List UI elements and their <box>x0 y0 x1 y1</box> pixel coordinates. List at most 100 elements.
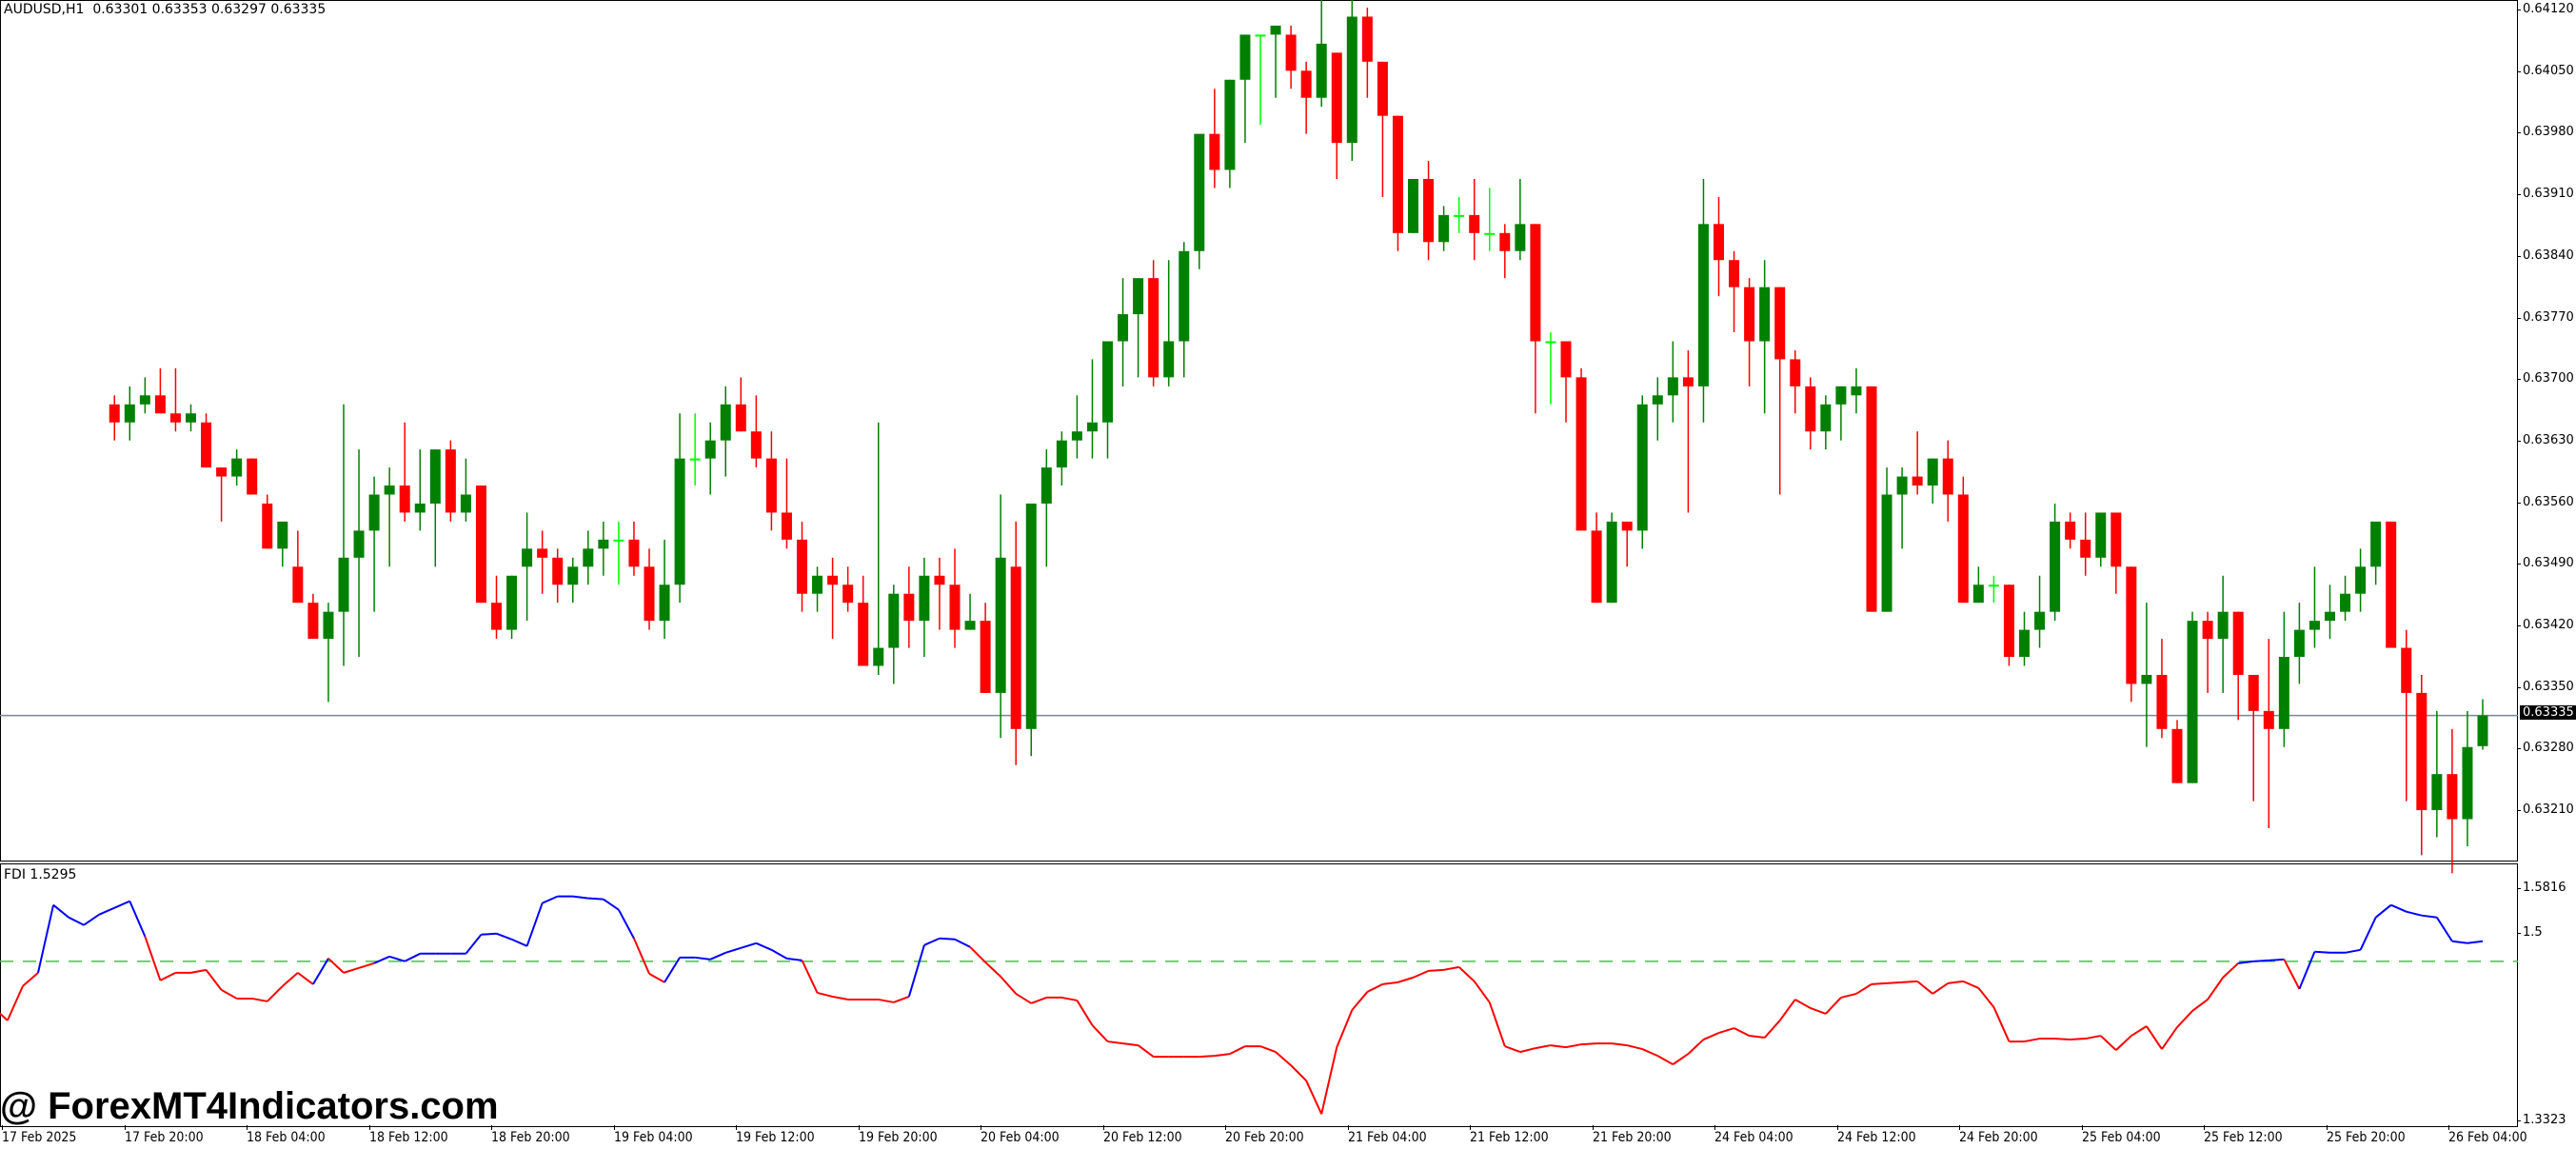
fdi-line-segment <box>1015 993 1032 1004</box>
candlestick <box>704 422 716 495</box>
fdi-line-segment <box>618 909 635 940</box>
candlestick <box>2293 603 2305 684</box>
candlestick <box>1163 260 1175 386</box>
candlestick <box>1086 359 1098 459</box>
fdi-line-segment <box>1840 992 1857 999</box>
fdi-line-segment <box>22 972 39 987</box>
candlestick <box>2003 584 2014 666</box>
candlestick <box>1408 178 1418 233</box>
fdi-line-segment <box>1199 1055 1215 1059</box>
fdi-line-segment <box>1397 976 1414 983</box>
chart-canvas <box>0 0 2518 1115</box>
fdi-line-segment <box>496 932 512 941</box>
candlestick <box>2034 575 2046 648</box>
candlestick <box>1927 458 1938 504</box>
fdi-line-segment <box>343 966 360 974</box>
candlestick <box>1636 395 1648 549</box>
candlestick <box>628 521 640 576</box>
fdi-line-segment <box>1734 1027 1751 1037</box>
fdi-line-segment <box>801 960 819 994</box>
candlestick <box>491 575 502 640</box>
candlestick <box>353 449 365 658</box>
fdi-line-segment <box>1107 1040 1123 1045</box>
fdi-line-segment <box>1641 1048 1658 1058</box>
fdi-line-segment <box>1948 980 1964 984</box>
fdi-line-segment <box>373 955 390 964</box>
fdi-line-segment <box>1351 991 1369 1011</box>
candlestick <box>2126 566 2137 703</box>
fdi-line-segment <box>2375 903 2392 919</box>
time-axis-label: 24 Feb 12:00 <box>1836 1130 1916 1145</box>
candlestick <box>873 422 884 675</box>
fdi-line-segment <box>2436 917 2453 942</box>
candlestick <box>1469 178 1480 261</box>
time-axis-tick <box>2326 1125 2328 1130</box>
candlestick <box>1774 287 1786 495</box>
fdi-line-segment <box>404 952 421 962</box>
candlestick <box>1499 224 1511 279</box>
candlestick <box>1331 52 1342 179</box>
candlestick <box>216 467 228 522</box>
fdi-line-segment <box>1703 1032 1719 1040</box>
candlestick <box>2355 548 2367 612</box>
candlestick <box>429 449 441 567</box>
fdi-line-segment <box>83 913 100 926</box>
price-axis-label: 0.63840 <box>2517 248 2574 263</box>
candlestick <box>1942 440 1953 522</box>
fdi-line-segment <box>1122 1042 1139 1047</box>
fdi-line-segment <box>542 895 559 904</box>
candlestick <box>186 404 196 432</box>
candlestick <box>2340 575 2351 622</box>
fdi-line-segment <box>221 989 238 1000</box>
fdi-line-segment <box>893 995 910 1003</box>
fdi-line-segment <box>1825 997 1842 1015</box>
fdi-line-segment <box>2359 917 2377 951</box>
fdi-line-segment <box>2298 951 2316 990</box>
fdi-line-segment <box>6 985 24 1021</box>
candlestick <box>1285 25 1297 89</box>
fdi-line-segment <box>2345 948 2361 954</box>
fdi-line-segment <box>907 944 925 998</box>
fdi-line-segment <box>1488 1001 1506 1047</box>
fdi-line-segment <box>1305 1080 1323 1115</box>
price-axis-label: 0.63980 <box>2517 125 2574 140</box>
candlestick <box>2447 728 2458 874</box>
time-axis: 17 Feb 2025 17 Feb 20:00 18 Feb 04:00 18 Fe… <box>0 1125 2527 1149</box>
candlestick <box>613 521 624 585</box>
price-axis-label: 0.63280 <box>2517 741 2574 756</box>
fdi-line-segment <box>2314 950 2330 954</box>
candlestick <box>2065 512 2076 549</box>
fdi-line-segment <box>511 938 528 947</box>
fdi-indicator-pane[interactable] <box>0 863 2518 1127</box>
fdi-line-segment <box>251 997 268 1002</box>
fdi-line-segment <box>2238 960 2254 964</box>
fdi-line-segment <box>1336 1009 1354 1048</box>
candlestick <box>674 413 685 604</box>
time-axis-label: 20 Feb 12:00 <box>1102 1130 1182 1145</box>
price-chart-pane[interactable] <box>0 0 2518 862</box>
candlestick <box>1866 386 1877 612</box>
fdi-line-segment <box>770 948 787 960</box>
fdi-axis: 1.5816 1.5 1.3323 <box>2517 863 2576 1127</box>
time-axis-label: 19 Feb 04:00 <box>613 1130 693 1145</box>
candlestick <box>598 521 609 576</box>
fdi-line-segment <box>1902 980 1918 983</box>
price-axis-label: 0.63560 <box>2517 494 2574 509</box>
time-axis-label: 19 Feb 12:00 <box>736 1130 815 1145</box>
time-axis-tick <box>1225 1125 1226 1130</box>
candlestick <box>1118 278 1129 386</box>
candlestick <box>2187 611 2198 783</box>
fdi-line-segment <box>267 985 284 1002</box>
candlestick <box>2431 710 2443 838</box>
fdi-line-segment <box>755 941 772 951</box>
fdi-line-segment <box>724 946 742 954</box>
fdi-line-segment <box>1916 981 1933 995</box>
time-axis-tick <box>1959 1125 1960 1130</box>
fdi-line-segment <box>664 957 681 983</box>
candlestick <box>1454 196 1465 233</box>
fdi-line-segment <box>2146 1025 2163 1050</box>
candlestick <box>2080 512 2091 576</box>
fdi-line-segment <box>2176 1010 2193 1028</box>
fdi-line-segment <box>1687 1039 1705 1055</box>
fdi-line-segment <box>1259 1045 1277 1054</box>
